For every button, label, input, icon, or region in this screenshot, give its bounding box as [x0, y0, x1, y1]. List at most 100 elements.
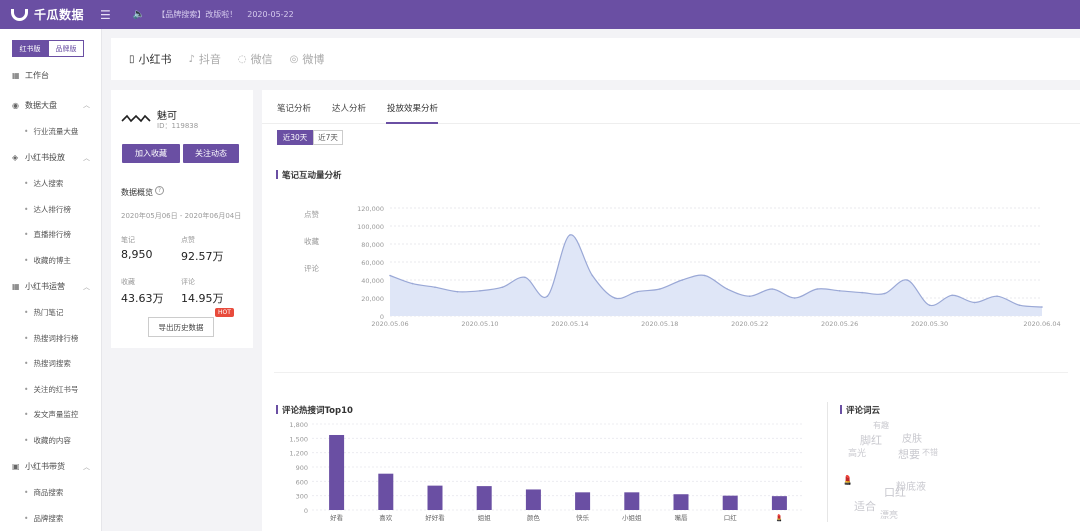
data-point[interactable] — [838, 290, 841, 292]
platform-label: 抖音 — [198, 53, 221, 66]
sidebar-group-2[interactable]: ▦ 小红书运营 ︿ — [0, 279, 102, 295]
wordcloud-word: 口红 — [884, 486, 906, 499]
data-point[interactable] — [569, 234, 571, 236]
tab-note-analysis[interactable]: 笔记分析 — [277, 104, 312, 114]
platform-tab-douyin[interactable]: ♪ 抖音 — [189, 51, 221, 67]
data-point[interactable] — [614, 297, 616, 299]
data-point[interactable] — [546, 295, 549, 297]
brand-name: 千瓜数据 — [34, 8, 85, 22]
data-point[interactable] — [434, 286, 436, 288]
data-point[interactable] — [636, 290, 639, 293]
sidebar-item-workbench[interactable]: ▦ 工作台 — [0, 67, 102, 83]
data-point[interactable] — [883, 292, 886, 295]
data-point[interactable] — [771, 288, 774, 290]
data-point[interactable] — [973, 301, 976, 304]
category-label: 颜色 — [527, 513, 541, 522]
data-point[interactable] — [1018, 304, 1021, 306]
sidebar-item[interactable]: 发文声量监控 — [0, 407, 102, 423]
category-label: 好看 — [330, 513, 344, 522]
bar[interactable] — [624, 492, 640, 510]
data-point[interactable] — [793, 297, 796, 299]
data-point[interactable] — [479, 290, 481, 292]
data-point[interactable] — [951, 294, 953, 297]
sidebar-item[interactable]: 热门笔记 — [0, 305, 102, 321]
y-tick-label: 40,000 — [361, 277, 384, 285]
version-tab-red[interactable]: 红书版 — [12, 40, 48, 57]
sidebar-group-1[interactable]: ◈ 小红书投放 ︿ — [0, 150, 102, 166]
sidebar-item[interactable]: 达人搜索 — [0, 176, 102, 192]
legend-collects[interactable]: 收藏 — [304, 237, 319, 246]
follow-updates-button[interactable]: 关注动态 — [183, 144, 239, 163]
period-7d[interactable]: 近7天 — [313, 130, 343, 145]
data-point[interactable] — [1041, 306, 1043, 308]
notice-text[interactable]: 【品牌搜索】改版啦！ — [157, 10, 238, 19]
favorite-button[interactable]: 加入收藏 — [122, 144, 180, 163]
sidebar-item[interactable]: 直播排行榜 — [0, 227, 102, 243]
data-point[interactable] — [658, 288, 661, 290]
data-point[interactable] — [591, 274, 594, 277]
data-point[interactable] — [411, 282, 414, 285]
data-point[interactable] — [748, 295, 751, 297]
platform-tab-weibo[interactable]: ◎ 微博 — [290, 51, 325, 67]
category-label: 快乐 — [576, 513, 590, 522]
data-point[interactable] — [816, 288, 818, 290]
sidebar-item[interactable]: 收藏的内容 — [0, 432, 102, 448]
data-point[interactable] — [501, 286, 504, 288]
bar[interactable] — [476, 486, 492, 510]
bar[interactable] — [722, 495, 738, 510]
data-point[interactable] — [681, 279, 684, 281]
bar[interactable] — [329, 434, 345, 510]
sidebar-item[interactable]: 达人排行榜 — [0, 201, 102, 217]
data-point[interactable] — [389, 274, 391, 277]
chevron-up-icon[interactable]: ︿ — [83, 462, 90, 471]
platform-tab-xiaohongshu[interactable]: ▯ 小红书 — [129, 51, 172, 67]
legend-comments[interactable]: 评论 — [304, 264, 319, 273]
sidebar-group-0[interactable]: ◉ 数据大盘 ︿ — [0, 97, 102, 113]
data-point[interactable] — [861, 291, 863, 294]
sidebar-item[interactable]: 关注的红书号 — [0, 381, 102, 397]
speaker-icon: 🔈 — [132, 9, 146, 20]
data-point[interactable] — [703, 274, 706, 277]
series-area — [390, 234, 1042, 316]
bar[interactable] — [673, 494, 689, 510]
chevron-up-icon[interactable]: ︿ — [83, 153, 90, 162]
platform-tab-wechat[interactable]: ◌ 微信 — [238, 51, 273, 67]
sidebar-item[interactable]: 品牌搜索 — [0, 510, 102, 526]
bar[interactable] — [378, 473, 394, 510]
export-history-button[interactable]: 导出历史数据 — [148, 317, 214, 337]
sidebar-group-3[interactable]: ▣ 小红书带货 ︿ — [0, 459, 102, 475]
sidebar-item[interactable]: 收藏的博主 — [0, 252, 102, 268]
data-point[interactable] — [456, 290, 459, 293]
bag-icon: ▣ — [12, 462, 20, 471]
data-point[interactable] — [996, 295, 998, 297]
version-tab-brand[interactable]: 品牌版 — [48, 40, 84, 57]
wordcloud-word: 想要 — [898, 448, 920, 461]
y-tick-label: 1,800 — [289, 421, 308, 429]
tab-kol-analysis[interactable]: 达人分析 — [332, 104, 367, 114]
series-line[interactable] — [389, 234, 1043, 308]
bar[interactable] — [525, 489, 541, 510]
category-label: 姐姐 — [478, 513, 492, 522]
period-30d[interactable]: 近30天 — [277, 130, 313, 145]
help-icon[interactable]: ? — [155, 186, 164, 195]
tab-campaign-analysis[interactable]: 投放效果分析 — [387, 104, 439, 114]
wordcloud-word: 粉底液 — [896, 482, 926, 493]
sidebar-item-label: 工作台 — [25, 70, 49, 80]
legend-likes[interactable]: 点赞 — [304, 210, 319, 219]
data-point[interactable] — [906, 279, 908, 281]
data-point[interactable] — [726, 288, 729, 290]
vertical-divider — [827, 402, 828, 522]
sidebar-item[interactable]: 热搜词搜索 — [0, 356, 102, 372]
sidebar-item[interactable]: 商品搜索 — [0, 485, 102, 501]
stat-value-collects: 43.63万 — [121, 292, 164, 305]
chevron-up-icon[interactable]: ︿ — [83, 282, 90, 291]
sidebar-item[interactable]: 热搜词排行榜 — [0, 330, 102, 346]
bar[interactable] — [575, 492, 591, 510]
data-point[interactable] — [524, 276, 526, 279]
bar[interactable] — [427, 485, 443, 510]
data-point[interactable] — [928, 304, 931, 306]
menu-toggle-icon[interactable]: ☰ — [100, 7, 111, 22]
chevron-up-icon[interactable]: ︿ — [83, 101, 90, 109]
sidebar-item[interactable]: 行业流量大盘 — [0, 123, 102, 139]
bar[interactable] — [771, 496, 787, 510]
